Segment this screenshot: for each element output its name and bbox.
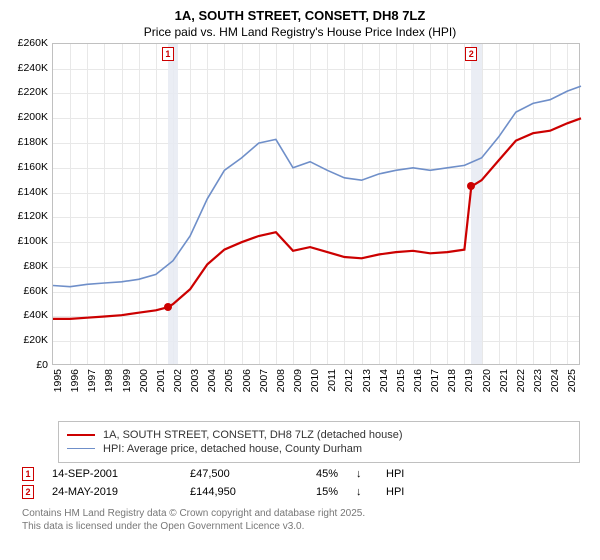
sale-row: 2 24-MAY-2019 £144,950 15% ↓ HPI xyxy=(22,485,580,499)
legend-swatch xyxy=(67,448,95,449)
y-tick: £260K xyxy=(10,37,48,49)
x-tick: 2005 xyxy=(223,369,235,409)
x-tick: 1998 xyxy=(103,369,115,409)
sale-marker: 2 xyxy=(465,47,477,61)
sale-vs: HPI xyxy=(386,486,404,498)
x-tick: 2025 xyxy=(566,369,578,409)
x-tick: 2020 xyxy=(481,369,493,409)
copyright-line-2: This data is licensed under the Open Gov… xyxy=(22,520,580,534)
copyright-line-1: Contains HM Land Registry data © Crown c… xyxy=(22,507,580,521)
x-tick: 2004 xyxy=(206,369,218,409)
sale-pct: 45% xyxy=(298,468,338,480)
sale-date: 14-SEP-2001 xyxy=(52,468,172,480)
y-tick: £240K xyxy=(10,62,48,74)
x-tick: 2017 xyxy=(429,369,441,409)
x-tick: 1999 xyxy=(121,369,133,409)
sale-pct: 15% xyxy=(298,486,338,498)
x-tick: 1996 xyxy=(69,369,81,409)
y-tick: £60K xyxy=(10,285,48,297)
series-line xyxy=(53,86,581,287)
x-tick: 2013 xyxy=(361,369,373,409)
sale-price: £144,950 xyxy=(190,486,280,498)
x-tick: 1995 xyxy=(52,369,64,409)
x-tick: 2011 xyxy=(326,369,338,409)
x-tick: 2009 xyxy=(292,369,304,409)
x-tick: 2010 xyxy=(309,369,321,409)
y-tick: £120K xyxy=(10,210,48,222)
y-tick: £40K xyxy=(10,309,48,321)
legend-item: 1A, SOUTH STREET, CONSETT, DH8 7LZ (deta… xyxy=(67,429,571,441)
sale-vs: HPI xyxy=(386,468,404,480)
x-tick: 1997 xyxy=(86,369,98,409)
sale-dot xyxy=(164,303,172,311)
y-tick: £160K xyxy=(10,161,48,173)
x-tick: 2023 xyxy=(532,369,544,409)
x-tick: 2018 xyxy=(446,369,458,409)
y-tick: £220K xyxy=(10,86,48,98)
legend-item: HPI: Average price, detached house, Coun… xyxy=(67,443,571,455)
x-tick: 2003 xyxy=(189,369,201,409)
x-tick: 2022 xyxy=(515,369,527,409)
x-tick: 2002 xyxy=(172,369,184,409)
y-tick: £0 xyxy=(10,359,48,371)
sales-table: 1 14-SEP-2001 £47,500 45% ↓ HPI 2 24-MAY-2019 £1… xyxy=(22,467,580,499)
legend-label: HPI: Average price, detached house, Coun… xyxy=(103,443,362,455)
page-subtitle: Price paid vs. HM Land Registry's House … xyxy=(10,25,590,39)
sale-marker-ref: 1 xyxy=(22,467,34,481)
x-tick: 2019 xyxy=(463,369,475,409)
x-tick: 2014 xyxy=(378,369,390,409)
series-line xyxy=(53,118,581,319)
y-tick: £100K xyxy=(10,235,48,247)
sale-row: 1 14-SEP-2001 £47,500 45% ↓ HPI xyxy=(22,467,580,481)
legend-swatch xyxy=(67,434,95,436)
x-tick: 2016 xyxy=(412,369,424,409)
x-tick: 2015 xyxy=(395,369,407,409)
sale-price: £47,500 xyxy=(190,468,280,480)
page-title: 1A, SOUTH STREET, CONSETT, DH8 7LZ xyxy=(10,8,590,25)
sale-marker: 1 xyxy=(162,47,174,61)
x-tick: 2024 xyxy=(549,369,561,409)
legend: 1A, SOUTH STREET, CONSETT, DH8 7LZ (deta… xyxy=(58,421,580,463)
x-tick: 2012 xyxy=(343,369,355,409)
y-tick: £180K xyxy=(10,136,48,148)
y-tick: £200K xyxy=(10,111,48,123)
y-tick: £80K xyxy=(10,260,48,272)
x-tick: 2007 xyxy=(258,369,270,409)
sale-marker-ref: 2 xyxy=(22,485,34,499)
y-tick: £20K xyxy=(10,334,48,346)
x-tick: 2000 xyxy=(138,369,150,409)
sale-date: 24-MAY-2019 xyxy=(52,486,172,498)
arrow-down-icon: ↓ xyxy=(356,468,368,480)
x-tick: 2008 xyxy=(275,369,287,409)
x-tick: 2001 xyxy=(155,369,167,409)
x-tick: 2021 xyxy=(498,369,510,409)
x-tick: 2006 xyxy=(241,369,253,409)
copyright: Contains HM Land Registry data © Crown c… xyxy=(22,507,580,534)
sale-dot xyxy=(467,182,475,190)
legend-label: 1A, SOUTH STREET, CONSETT, DH8 7LZ (deta… xyxy=(103,429,403,441)
chart: 12 £0£20K£40K£60K£80K£100K£120K£140K£160… xyxy=(10,43,590,415)
y-tick: £140K xyxy=(10,186,48,198)
arrow-down-icon: ↓ xyxy=(356,486,368,498)
plot-area: 12 xyxy=(52,43,580,365)
